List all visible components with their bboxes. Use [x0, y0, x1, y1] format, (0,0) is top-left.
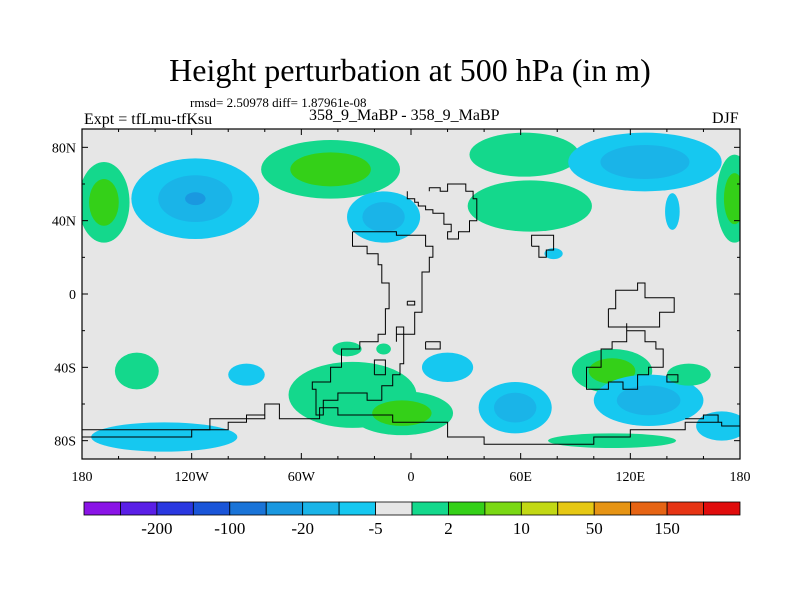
- colorbar-label: -20: [291, 519, 314, 538]
- coastline-9: [82, 403, 740, 445]
- anomaly-neg-11-level-1: [228, 363, 265, 386]
- anomaly-pos-13-level-2: [372, 400, 432, 426]
- colorbar-swatch: [265, 501, 304, 516]
- anomaly-neg-8-level-1: [665, 193, 680, 230]
- colorbar-label: -200: [141, 519, 172, 538]
- colorbar-swatch: [338, 501, 376, 516]
- colorbar-swatch: [192, 501, 231, 516]
- x-tick-label: 60W: [288, 470, 316, 485]
- anomaly-pos-7-level-2: [723, 173, 740, 225]
- x-tick-label: 60E: [509, 470, 532, 485]
- y-tick-label: 0: [69, 288, 76, 303]
- anomaly-pos-10-level-1: [114, 352, 159, 390]
- coastline-10: [82, 414, 265, 438]
- coastline-4: [406, 300, 416, 306]
- colorbar-swatch: [666, 501, 704, 516]
- y-tick-label: 80S: [54, 435, 76, 450]
- coastline-6: [607, 282, 675, 328]
- season-label: DJF: [712, 110, 739, 127]
- x-tick-label: 0: [408, 470, 415, 485]
- anomaly-pos-16-level-2: [588, 358, 636, 384]
- chart-title: Height perturbation at 500 hPa (in m): [169, 52, 651, 88]
- anomaly-neg-6-level-2: [600, 144, 690, 180]
- coastlines: [82, 183, 740, 445]
- anomaly-pos-4-level-1: [469, 132, 580, 177]
- x-tick-label: 180: [72, 470, 93, 485]
- anomaly-neg-0-level-3: [185, 192, 206, 206]
- colorbar-swatch: [83, 501, 121, 516]
- anomaly-neg-15-level-2: [493, 392, 537, 423]
- anomaly-neg-17-level-2: [616, 385, 681, 416]
- colorbar-swatch: [520, 501, 559, 516]
- y-tick-label: 80N: [52, 141, 76, 156]
- colorbar-swatch: [557, 501, 595, 516]
- coastline-5: [531, 234, 555, 258]
- colorbar-swatch: [120, 501, 158, 516]
- anomaly-pos-1-level-2: [89, 178, 119, 226]
- axes: 180 120W 60W 0 60E 120E 180 80N 40N 0 40S 80S: [52, 129, 751, 485]
- colorbar-label: -100: [214, 519, 245, 538]
- anomaly-pos-23-level-1: [376, 343, 391, 355]
- anomaly-pos-5-level-1: [467, 180, 592, 232]
- coastline-3: [425, 341, 441, 350]
- colorbar-swatch: [411, 501, 449, 516]
- anomaly-neg-21-level-1: [696, 411, 740, 441]
- x-tick-label: 180: [730, 470, 751, 485]
- colorbar-label: 150: [654, 519, 680, 538]
- colorbar-label: 10: [513, 519, 530, 538]
- anomaly-fills: [82, 132, 740, 452]
- colorbar-label: -5: [368, 519, 382, 538]
- stats-label: rmsd= 2.50978 diff= 1.87961e-08: [190, 95, 367, 110]
- y-tick-label: 40N: [52, 215, 76, 230]
- coastline-0: [406, 183, 478, 240]
- colorbar-swatch: [593, 501, 632, 516]
- colorbar-swatch: [156, 501, 194, 516]
- colorbar-label: 50: [586, 519, 603, 538]
- colorbar-label: 2: [444, 519, 453, 538]
- colorbar-swatch: [302, 501, 340, 516]
- colorbar-swatch: [484, 501, 522, 516]
- experiment-label: Expt = tfLmu-tfKsu: [84, 111, 213, 128]
- x-tick-label: 120E: [616, 470, 646, 485]
- anomaly-neg-9-level-1: [544, 248, 563, 260]
- anomaly-pos-2-level-2: [290, 152, 371, 187]
- anomaly-neg-14-level-1: [421, 352, 474, 383]
- colorbar-swatch: [375, 501, 413, 516]
- coastline-2: [395, 326, 405, 342]
- colorbar-swatch: [703, 501, 741, 516]
- anomaly-neg-3-level-2: [362, 202, 405, 232]
- colorbar-swatch: [448, 501, 486, 516]
- case-label: 358_9_MaBP - 358_9_MaBP: [309, 107, 500, 124]
- coastline-7: [586, 323, 664, 390]
- coastline-1: [311, 231, 434, 416]
- x-tick-label: 120W: [175, 470, 210, 485]
- anomaly-pos-20-level-1: [548, 433, 677, 448]
- y-tick-label: 40S: [54, 361, 76, 376]
- colorbar-swatch: [630, 501, 668, 516]
- colorbar: -200 -100 -20 -5 2 10 50 150: [83, 501, 741, 538]
- coastline-8: [666, 374, 679, 383]
- coastline-11: [685, 414, 719, 423]
- coastline-12: [373, 359, 386, 376]
- colorbar-swatch: [229, 501, 267, 516]
